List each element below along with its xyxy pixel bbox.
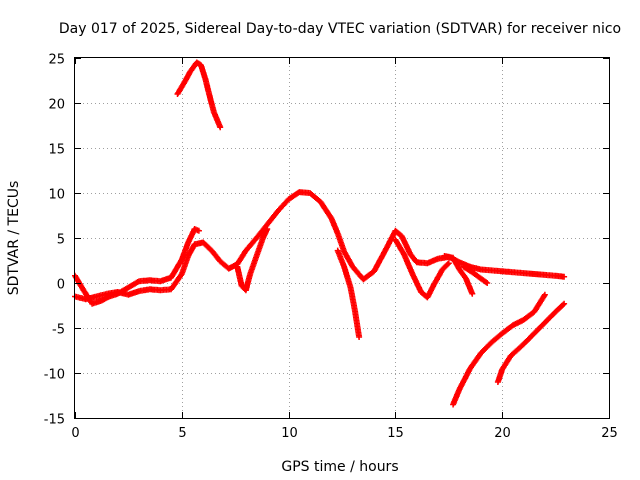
y-tick-label: -15 bbox=[44, 413, 65, 428]
data-point bbox=[560, 301, 567, 308]
x-tick-label: 20 bbox=[494, 426, 511, 441]
trace-rise-b bbox=[494, 300, 568, 385]
y-tick-label: 5 bbox=[57, 233, 65, 248]
data-point bbox=[444, 261, 451, 268]
y-tick-label: -10 bbox=[44, 368, 65, 383]
y-tick-label: 20 bbox=[48, 98, 65, 113]
x-tick-label: 15 bbox=[387, 426, 404, 441]
y-tick-label: 15 bbox=[48, 143, 65, 158]
data-point bbox=[217, 124, 224, 131]
y-tick-label: -5 bbox=[52, 323, 65, 338]
data-point bbox=[469, 290, 476, 297]
trace-dip-13 bbox=[334, 247, 363, 340]
trace-tail-19 bbox=[460, 263, 491, 286]
trace-dip-7 bbox=[234, 226, 271, 294]
y-tick-label: 0 bbox=[57, 278, 65, 293]
data-point bbox=[264, 226, 271, 232]
trace-main bbox=[72, 189, 568, 303]
trace-dip-16 bbox=[392, 236, 452, 301]
x-tick-label: 0 bbox=[71, 426, 79, 441]
x-axis-label: GPS time / hours bbox=[281, 459, 398, 475]
chart-title: Day 017 of 2025, Sidereal Day-to-day VTE… bbox=[59, 21, 621, 37]
y-axis-label: SDTVAR / TECUs bbox=[6, 181, 22, 296]
data-point bbox=[561, 273, 568, 280]
data-layer bbox=[72, 59, 568, 408]
y-tick-label: 10 bbox=[48, 188, 65, 203]
data-point bbox=[195, 227, 202, 234]
data-point bbox=[483, 279, 489, 286]
trace-peak bbox=[174, 59, 224, 131]
grid-layer bbox=[75, 58, 609, 418]
data-point bbox=[445, 260, 452, 267]
data-point bbox=[561, 300, 568, 307]
trace-tail-18 bbox=[441, 253, 476, 297]
data-point bbox=[541, 291, 548, 298]
x-tick-label: 10 bbox=[281, 426, 298, 441]
trace-rise-a bbox=[450, 291, 548, 408]
x-tick-label: 25 bbox=[601, 426, 618, 441]
data-point bbox=[356, 334, 363, 340]
trace-secondary bbox=[72, 226, 202, 307]
tick-layer: 0 5 10 15 20 25 -15 -10 -5 0 5 10 15 20 25 bbox=[44, 53, 618, 442]
y-tick-label: 25 bbox=[48, 53, 65, 68]
plot-frame bbox=[74, 57, 610, 419]
x-tick-label: 5 bbox=[178, 426, 186, 441]
data-point bbox=[484, 280, 491, 286]
